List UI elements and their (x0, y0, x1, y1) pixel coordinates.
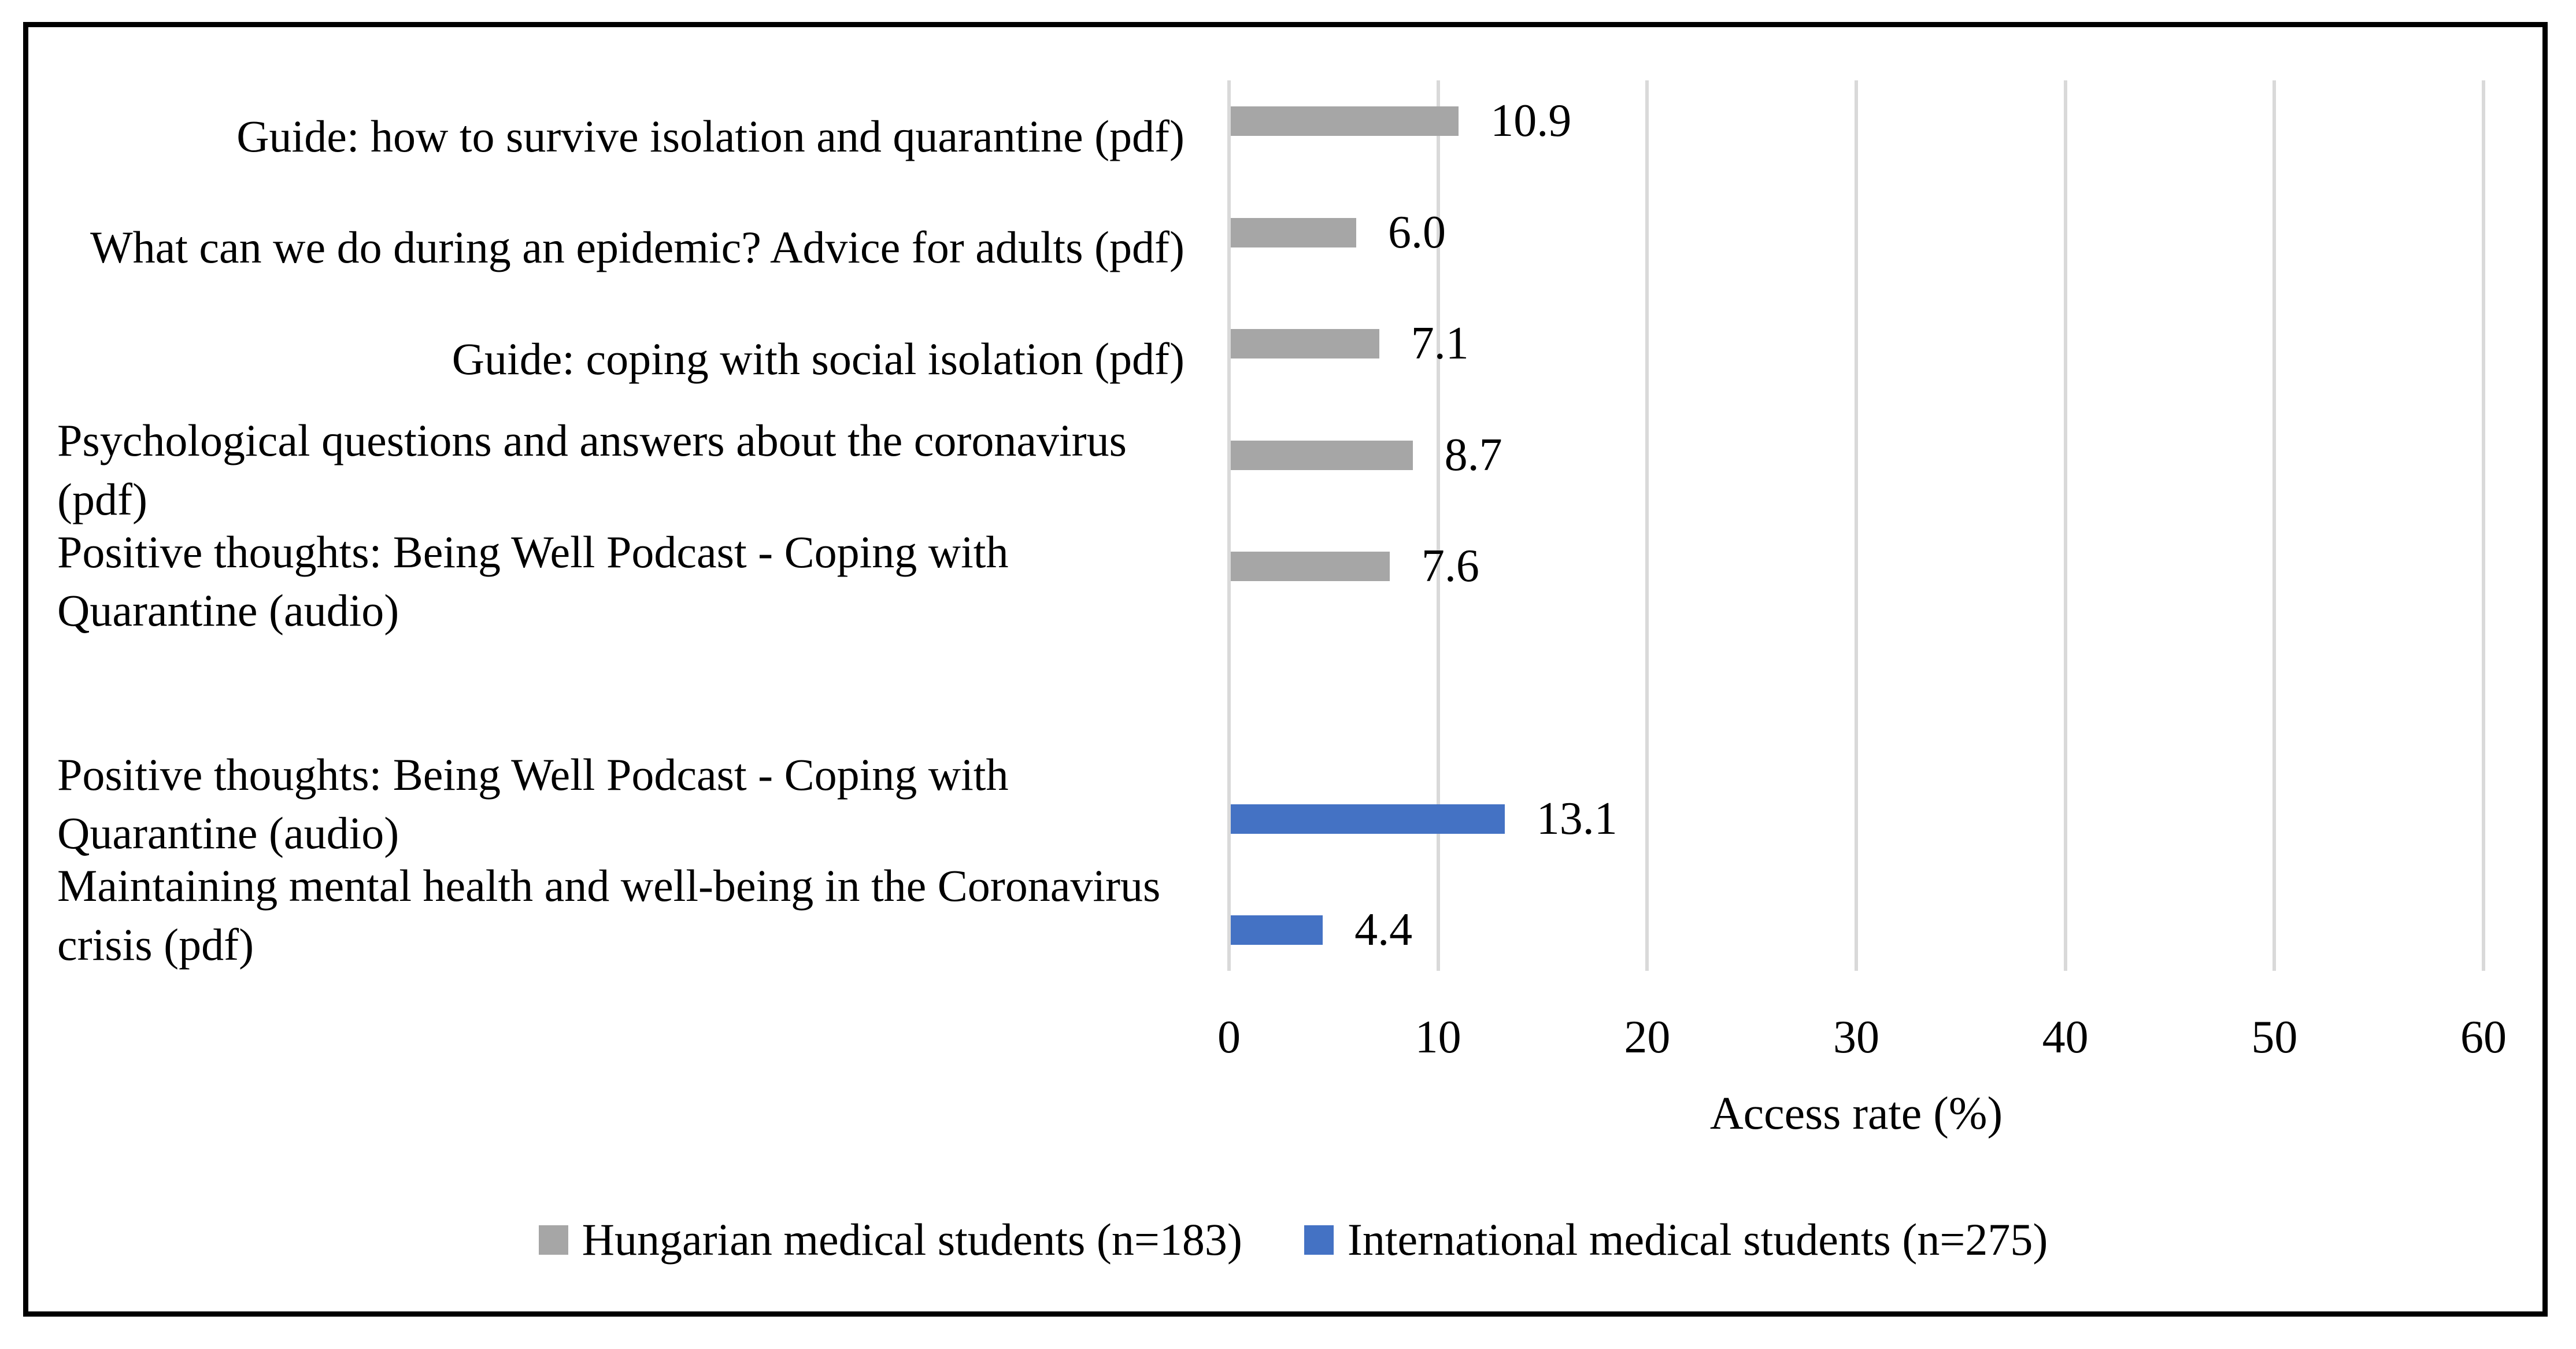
category-label: Positive thoughts: Being Well Podcast - … (57, 749, 1009, 859)
gridline-x-20 (1645, 80, 1649, 971)
bar-chart: Access rate (%) Hungarian medical studen… (5, 5, 2576, 1349)
value-label: 10.9 (1490, 95, 1572, 146)
x-tick-label: 10 (1415, 1012, 1461, 1063)
value-label: 8.7 (1444, 429, 1502, 481)
legend: Hungarian medical students (n=183) Inter… (5, 1214, 2576, 1266)
legend-label-hungarian: Hungarian medical students (n=183) (582, 1214, 1242, 1265)
gridline-x-0 (1227, 80, 1231, 971)
bar-hungarian (1231, 329, 1379, 358)
category-label: Maintaining mental health and well-being… (57, 860, 1161, 970)
bar-hungarian (1231, 217, 1356, 247)
value-label: 7.1 (1411, 318, 1469, 369)
bar-international (1231, 804, 1505, 834)
legend-item-international: International medical students (n=275) (1304, 1214, 2048, 1266)
x-axis-title: Access rate (%) (1709, 1088, 2003, 1139)
value-label: 6.0 (1388, 206, 1446, 258)
gridline-x-60 (2482, 80, 2485, 971)
legend-label-international: International medical students (n=275) (1347, 1214, 2048, 1265)
bar-hungarian (1231, 552, 1390, 581)
value-label: 7.6 (1421, 541, 1479, 592)
x-tick-label: 20 (1624, 1012, 1671, 1063)
x-tick-label: 30 (1833, 1012, 1879, 1063)
gridline-x-40 (2063, 80, 2067, 971)
category-label: Guide: coping with social isolation (pdf… (451, 333, 1185, 384)
category-label: Guide: how to survive isolation and quar… (236, 110, 1185, 161)
gridline-x-30 (1855, 80, 1858, 971)
x-tick-label: 40 (2042, 1012, 2089, 1063)
category-label: What can we do during an epidemic? Advic… (90, 222, 1185, 273)
value-label: 4.4 (1354, 904, 1413, 955)
category-label: Psychological questions and answers abou… (57, 415, 1127, 524)
legend-item-hungarian: Hungarian medical students (n=183) (538, 1214, 1242, 1266)
legend-swatch-hungarian (538, 1225, 568, 1255)
gridline-x-10 (1436, 80, 1440, 971)
figure-frame: Access rate (%) Hungarian medical studen… (23, 22, 2548, 1317)
x-tick-label: 60 (2460, 1012, 2507, 1063)
x-tick-label: 0 (1217, 1012, 1241, 1063)
bar-international (1231, 915, 1323, 945)
bar-hungarian (1231, 440, 1413, 470)
value-label: 13.1 (1536, 793, 1618, 844)
gridline-x-50 (2272, 80, 2277, 971)
category-label: Positive thoughts: Being Well Podcast - … (57, 526, 1009, 636)
bar-hungarian (1231, 106, 1459, 136)
x-tick-label: 50 (2251, 1012, 2298, 1063)
legend-swatch-international (1304, 1225, 1334, 1255)
